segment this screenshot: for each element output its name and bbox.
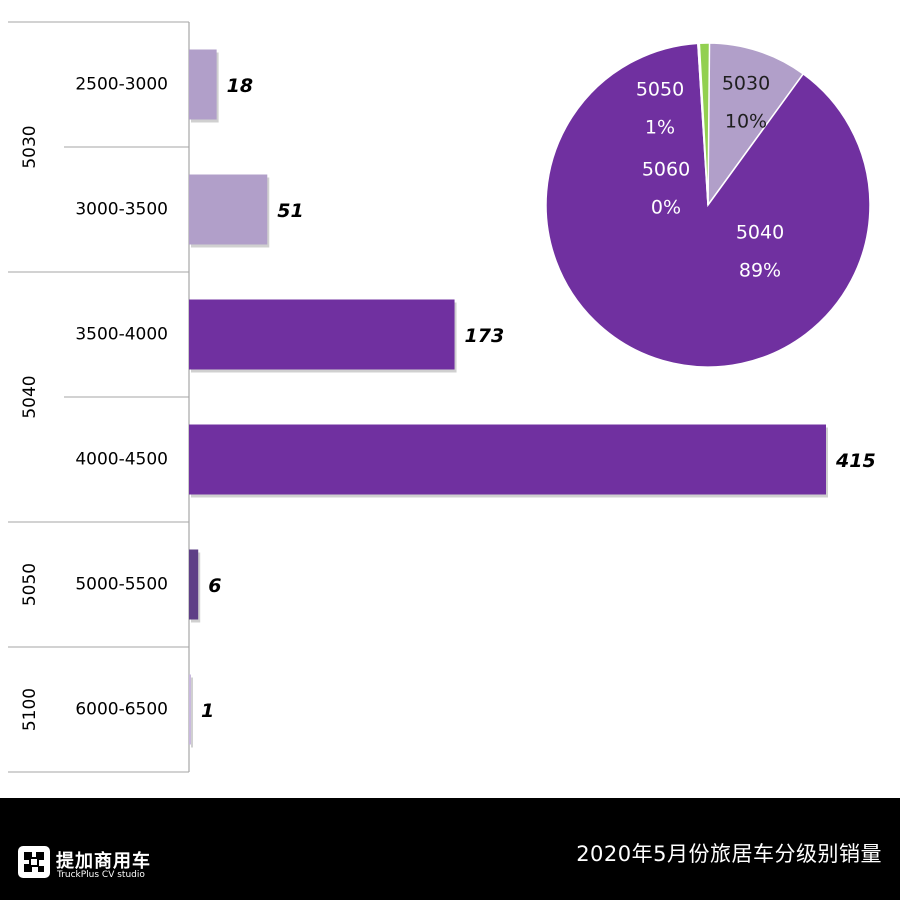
value-label: 18 bbox=[227, 75, 253, 97]
bar bbox=[189, 49, 217, 120]
bar bbox=[189, 299, 455, 370]
pie-slice-label: 5060 bbox=[642, 159, 690, 181]
group-label: 5040 bbox=[20, 375, 40, 418]
bar-shadow bbox=[191, 677, 193, 748]
brand-name-cn: 提加商用车 bbox=[56, 851, 151, 872]
bar-layer: 18 51 173 415 6 1 bbox=[189, 49, 876, 748]
pie-slice bbox=[707, 42, 805, 208]
pie-slice-label: 5050 bbox=[636, 79, 684, 101]
category-label: 4000-4500 bbox=[75, 450, 168, 470]
category-label: 2500-3000 bbox=[75, 75, 168, 95]
value-label: 173 bbox=[465, 325, 505, 347]
pie-slice-percent: 1% bbox=[645, 117, 675, 139]
pie-slice bbox=[698, 42, 711, 206]
pie-layer: 5030 10% 5040 89% 5050 1% 5060 0% bbox=[545, 42, 871, 368]
bar bbox=[189, 424, 826, 495]
group-label: 5030 bbox=[20, 125, 40, 168]
category-label: 3500-4000 bbox=[75, 325, 168, 345]
value-label: 51 bbox=[277, 200, 303, 222]
chart-area: 5030 2500-3000 3000-3500 5040 3500-4000 4000-… bbox=[8, 21, 876, 773]
group-label: 5050 bbox=[20, 563, 40, 606]
category-label: 3000-3500 bbox=[75, 200, 168, 220]
value-label: 6 bbox=[208, 575, 221, 597]
brand-name-en: TruckPlus CV studio bbox=[57, 870, 145, 880]
group-label: 5100 bbox=[20, 688, 40, 731]
pie-slice bbox=[545, 42, 871, 368]
bar bbox=[189, 549, 199, 620]
bar bbox=[189, 674, 191, 745]
pie-slice-percent: 89% bbox=[739, 260, 781, 282]
footer-bar: 提加商用车 TruckPlus CV studio 2020年5月份旅居车分级别… bbox=[0, 798, 900, 900]
bar bbox=[189, 174, 268, 245]
value-label: 1 bbox=[201, 700, 214, 722]
axis-layer: 5030 2500-3000 3000-3500 5040 3500-4000 4000-… bbox=[8, 21, 190, 773]
pie-slice-percent: 0% bbox=[651, 197, 681, 219]
category-label: 5000-5500 bbox=[75, 575, 168, 595]
pie-slice-percent: 10% bbox=[725, 111, 767, 133]
category-label: 6000-6500 bbox=[75, 700, 168, 720]
brand-logo-icon bbox=[18, 846, 50, 878]
value-label: 415 bbox=[835, 450, 876, 472]
pie-slice-label: 5030 bbox=[722, 73, 770, 95]
pie-slice-label: 5040 bbox=[736, 222, 784, 244]
chart-title: 2020年5月份旅居车分级别销量 bbox=[576, 842, 882, 866]
